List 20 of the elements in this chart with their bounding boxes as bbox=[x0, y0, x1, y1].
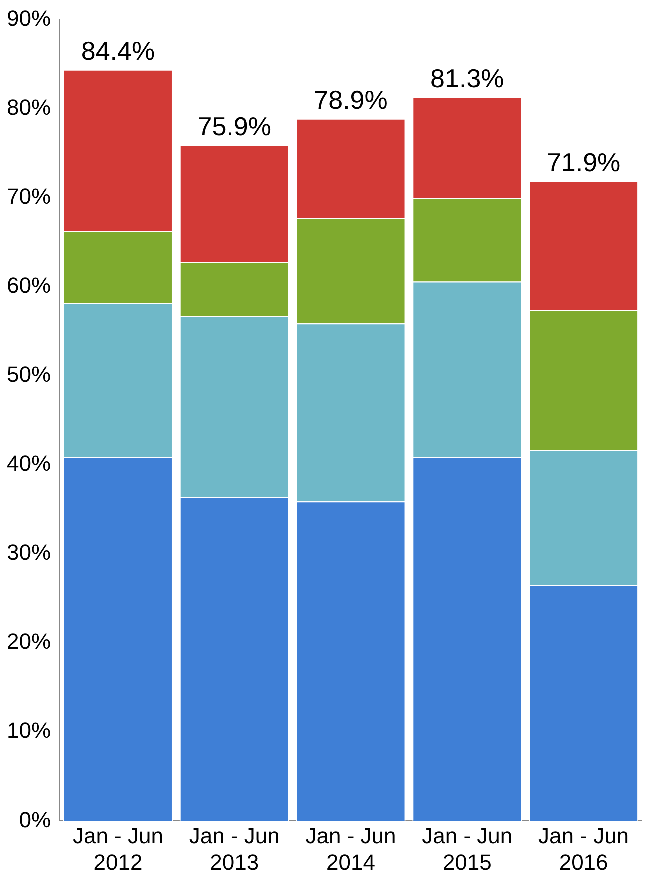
y-tick-label: 60% bbox=[6, 273, 52, 298]
x-tick-label: Jan - Jun 2014 bbox=[306, 823, 396, 875]
y-tick-label: 30% bbox=[6, 540, 52, 566]
x-tick-label: Jan - Jun 2016 bbox=[538, 823, 630, 875]
total-label: 75.9% bbox=[198, 112, 272, 142]
total-label: 81.3% bbox=[430, 64, 504, 94]
y-tick-label: 70% bbox=[6, 184, 52, 210]
y-tick-label: 0% bbox=[19, 807, 52, 832]
y-tick-label: 20% bbox=[6, 629, 52, 654]
y-tick-label: 90% bbox=[6, 6, 52, 32]
x-tick-label: Jan - Jun 2012 bbox=[72, 823, 164, 875]
y-tick-label: 40% bbox=[6, 451, 52, 476]
y-tick-label: 80% bbox=[6, 95, 52, 120]
total-label: 84.4% bbox=[81, 36, 156, 66]
x-tick-label: Jan - Jun 2013 bbox=[189, 823, 280, 875]
total-label: 78.9% bbox=[314, 84, 388, 115]
y-tick-label: 50% bbox=[6, 362, 52, 388]
total-label: 71.9% bbox=[546, 147, 621, 178]
y-tick-label: 10% bbox=[6, 718, 52, 744]
x-tick-label: Jan - Jun 2015 bbox=[422, 823, 513, 875]
